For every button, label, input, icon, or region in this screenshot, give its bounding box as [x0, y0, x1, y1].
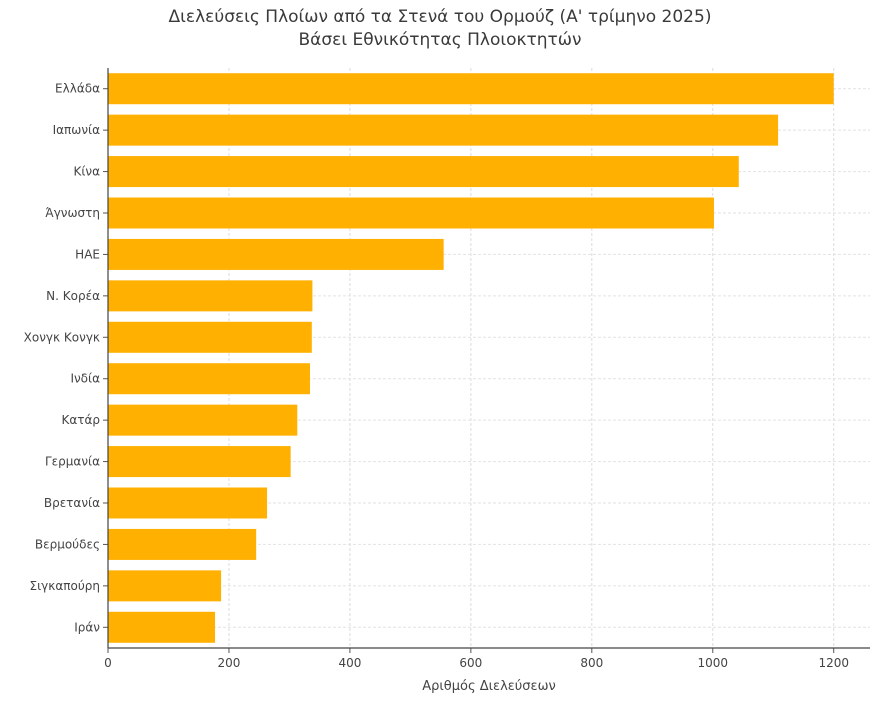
- y-tick-label: Κατάρ: [61, 413, 100, 427]
- bar: [108, 487, 268, 519]
- x-tick-label: 600: [459, 656, 482, 670]
- y-tick-label: Βερμούδες: [35, 537, 100, 551]
- bar: [108, 238, 444, 270]
- x-axis-label: Αριθμός Διελεύσεων: [422, 679, 555, 694]
- bar: [108, 528, 257, 560]
- bar: [108, 156, 739, 188]
- bar: [108, 280, 313, 312]
- grid-layer: [107, 68, 870, 648]
- y-tick-label: Κίνα: [73, 165, 100, 179]
- x-tick-label: 1000: [697, 656, 728, 670]
- x-tick-label: 800: [580, 656, 603, 670]
- y-tick-label: Ελλάδα: [55, 82, 100, 96]
- y-tick-label: Ιράν: [74, 620, 100, 634]
- bars-layer: [108, 73, 834, 643]
- bar: [108, 321, 312, 353]
- chart-title: Διελεύσεις Πλοίων από τα Στενά του Ορμού…: [168, 7, 712, 27]
- y-tick-label: ΗΑΕ: [75, 247, 100, 261]
- y-tick-label: Χονγκ Κονγκ: [24, 330, 100, 344]
- y-tick-label: Βρετανία: [44, 496, 100, 510]
- y-tick-label: Ινδία: [70, 372, 100, 386]
- y-tick-label: Ιαπωνία: [53, 123, 100, 137]
- x-tick-label: 1200: [818, 656, 849, 670]
- y-tick-label: Σιγκαπούρη: [30, 579, 100, 593]
- bar: [108, 570, 222, 602]
- bar: [108, 611, 216, 643]
- x-tick-label: 400: [338, 656, 361, 670]
- y-tick-label: Άγνωστη: [45, 206, 100, 220]
- y-tick-label: Ν. Κορέα: [46, 289, 100, 303]
- bar: [108, 197, 714, 229]
- bar: [108, 73, 834, 105]
- chart-subtitle: Βάσει Εθνικότητας Πλοιοκτητών: [298, 30, 582, 50]
- x-tick-label: 200: [217, 656, 240, 670]
- bar: [108, 446, 291, 478]
- y-tick-label: Γερμανία: [45, 455, 100, 469]
- bar: [108, 404, 298, 436]
- bar: [108, 114, 779, 146]
- axes-layer: 0 200 400 600 800 1000 1200 Ελλάδα Ιαπωνία Κίνα Άγ…: [24, 68, 870, 670]
- x-tick-label: 0: [104, 656, 112, 670]
- bar: [108, 363, 310, 395]
